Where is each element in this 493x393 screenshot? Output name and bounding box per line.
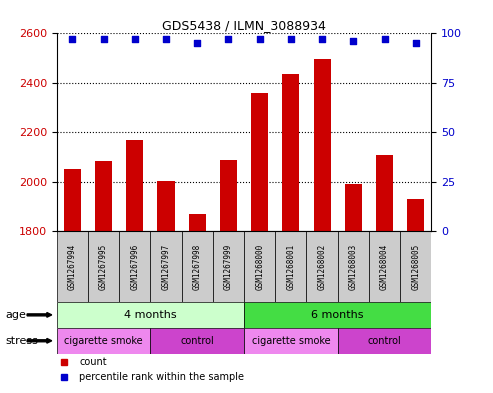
Bar <box>57 231 88 302</box>
Point <box>318 36 326 42</box>
Text: count: count <box>79 356 107 367</box>
Title: GDS5438 / ILMN_3088934: GDS5438 / ILMN_3088934 <box>162 19 326 32</box>
Bar <box>338 328 431 354</box>
Point <box>162 36 170 42</box>
Text: control: control <box>368 336 401 346</box>
Bar <box>345 184 362 231</box>
Bar <box>220 160 237 231</box>
Text: 4 months: 4 months <box>124 310 176 320</box>
Bar <box>213 231 244 302</box>
Point <box>287 36 295 42</box>
Point <box>193 40 201 46</box>
Bar <box>157 180 175 231</box>
Point <box>131 36 139 42</box>
Point <box>100 36 107 42</box>
Bar <box>282 74 299 231</box>
Bar <box>251 93 268 231</box>
Point <box>256 36 264 42</box>
Point <box>381 36 388 42</box>
Bar <box>369 231 400 302</box>
Text: GSM1268003: GSM1268003 <box>349 244 358 290</box>
Bar <box>244 328 338 354</box>
Bar <box>244 302 431 328</box>
Text: GSM1267996: GSM1267996 <box>130 244 139 290</box>
Text: stress: stress <box>5 336 38 346</box>
Text: GSM1267998: GSM1267998 <box>193 244 202 290</box>
Text: GSM1267997: GSM1267997 <box>162 244 171 290</box>
Text: age: age <box>5 310 26 320</box>
Bar <box>57 302 244 328</box>
Text: GSM1267995: GSM1267995 <box>99 244 108 290</box>
Point <box>412 40 420 46</box>
Bar <box>338 231 369 302</box>
Text: GSM1268001: GSM1268001 <box>286 244 295 290</box>
Bar <box>57 328 150 354</box>
Bar <box>244 231 275 302</box>
Bar <box>119 231 150 302</box>
Bar <box>88 231 119 302</box>
Text: percentile rank within the sample: percentile rank within the sample <box>79 373 244 382</box>
Bar <box>64 169 81 231</box>
Bar <box>407 199 424 231</box>
Text: control: control <box>180 336 214 346</box>
Text: cigarette smoke: cigarette smoke <box>64 336 143 346</box>
Bar <box>275 231 307 302</box>
Bar <box>181 231 213 302</box>
Bar <box>126 140 143 231</box>
Bar <box>307 231 338 302</box>
Text: 6 months: 6 months <box>312 310 364 320</box>
Bar <box>314 59 331 231</box>
Bar <box>150 231 181 302</box>
Bar <box>400 231 431 302</box>
Bar <box>376 154 393 231</box>
Text: GSM1267994: GSM1267994 <box>68 244 77 290</box>
Text: GSM1268004: GSM1268004 <box>380 244 389 290</box>
Bar <box>95 161 112 231</box>
Text: GSM1268002: GSM1268002 <box>317 244 326 290</box>
Bar <box>150 328 244 354</box>
Text: GSM1268005: GSM1268005 <box>411 244 420 290</box>
Point <box>69 36 76 42</box>
Text: GSM1268000: GSM1268000 <box>255 244 264 290</box>
Point <box>224 36 232 42</box>
Text: GSM1267999: GSM1267999 <box>224 244 233 290</box>
Point <box>350 38 357 44</box>
Text: cigarette smoke: cigarette smoke <box>251 336 330 346</box>
Bar <box>189 214 206 231</box>
